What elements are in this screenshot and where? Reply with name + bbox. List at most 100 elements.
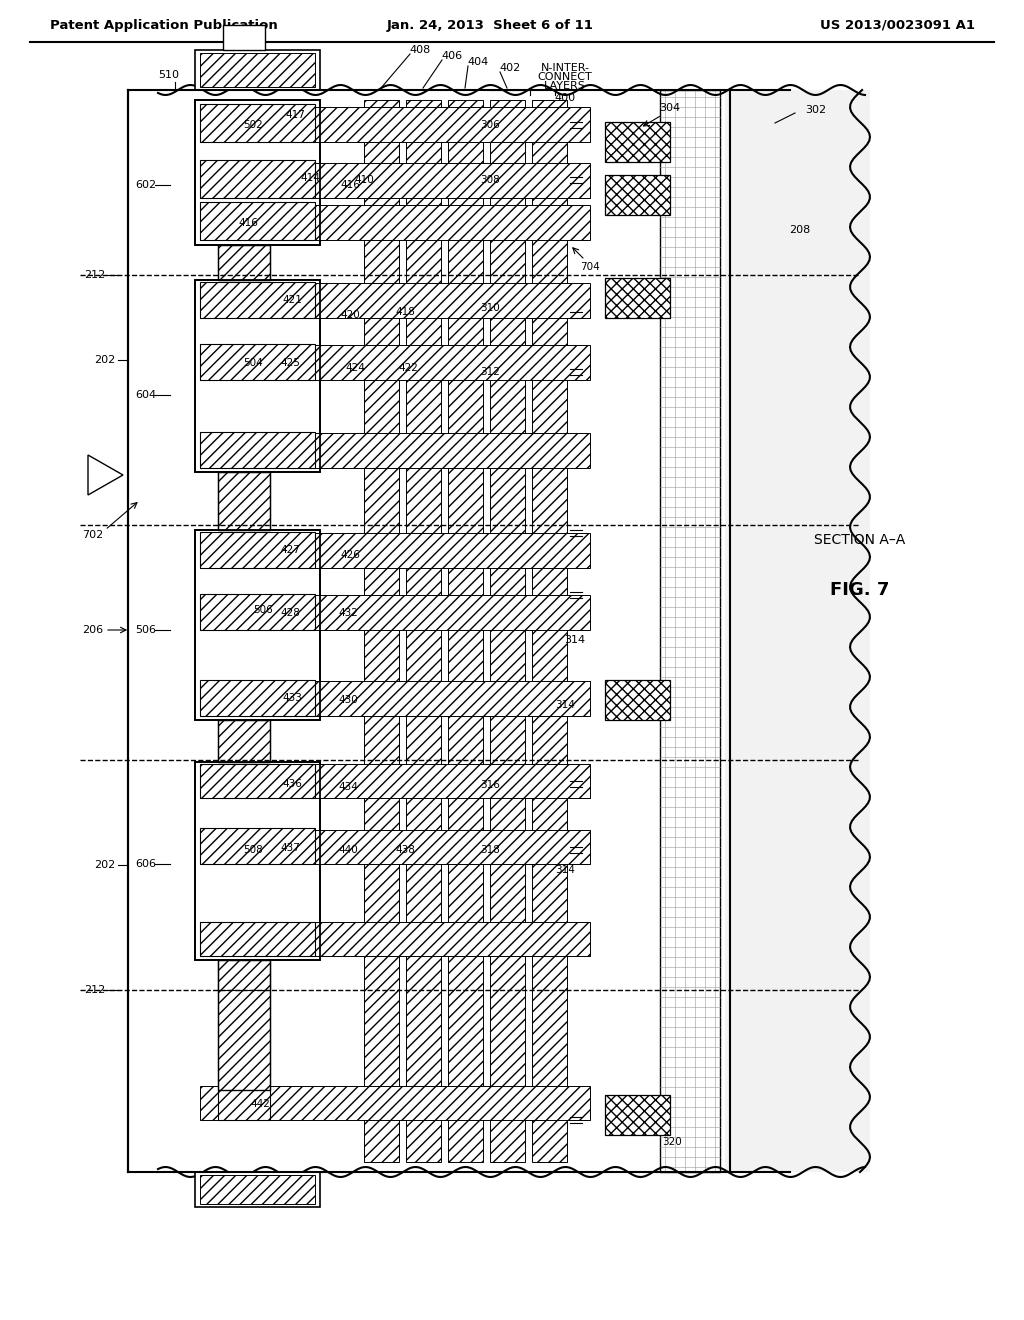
Bar [725, 90, 870, 1172]
Text: 430: 430 [338, 696, 357, 705]
Bar [200, 107, 590, 143]
Bar [200, 828, 315, 865]
Text: 306: 306 [480, 120, 500, 129]
Text: 416: 416 [238, 218, 258, 228]
Text: 422: 422 [398, 363, 418, 374]
Bar [200, 345, 315, 380]
Bar [223, 25, 265, 50]
Text: 510: 510 [158, 70, 179, 81]
Bar [200, 764, 590, 799]
Text: 314: 314 [555, 700, 574, 710]
Bar [200, 921, 590, 956]
Text: 202: 202 [94, 861, 115, 870]
Bar [195, 1172, 319, 1206]
Bar [605, 1096, 670, 1135]
Bar [200, 1175, 315, 1204]
Text: 308: 308 [480, 176, 500, 185]
Bar [200, 162, 590, 198]
Text: 302: 302 [805, 106, 826, 115]
Bar [449, 100, 483, 1162]
Bar [200, 202, 315, 240]
Bar [364, 100, 399, 1162]
Text: 702: 702 [82, 531, 103, 540]
Bar [218, 246, 270, 280]
Text: 320: 320 [663, 1137, 682, 1147]
Text: 442: 442 [250, 1100, 270, 1109]
Bar [218, 960, 270, 1119]
Bar [200, 432, 315, 469]
Bar [218, 719, 270, 762]
Text: 424: 424 [345, 363, 365, 374]
Bar [195, 531, 319, 719]
Text: 604: 604 [135, 389, 156, 400]
Bar [200, 532, 315, 568]
Text: 418: 418 [395, 308, 415, 317]
Text: 506: 506 [253, 605, 272, 615]
Text: 212: 212 [84, 985, 105, 995]
Text: 506: 506 [135, 624, 156, 635]
Bar [200, 830, 590, 865]
Text: US 2013/0023091 A1: US 2013/0023091 A1 [820, 18, 975, 32]
Bar [218, 473, 270, 531]
Text: 425: 425 [280, 358, 300, 368]
Text: 312: 312 [480, 367, 500, 378]
Text: 410: 410 [354, 176, 374, 185]
Bar [195, 280, 319, 473]
Text: 704: 704 [581, 261, 600, 272]
Text: 314: 314 [555, 865, 574, 875]
Bar [200, 680, 315, 715]
Text: 436: 436 [282, 779, 302, 789]
Bar [195, 100, 319, 246]
Text: CONNECT: CONNECT [538, 73, 592, 82]
Bar [200, 594, 315, 630]
Bar [195, 50, 319, 90]
Text: 414: 414 [300, 173, 319, 183]
Bar [200, 53, 315, 87]
Text: 212: 212 [84, 271, 105, 280]
Text: 202: 202 [94, 355, 115, 366]
Text: 440: 440 [338, 845, 357, 855]
Text: 314: 314 [564, 635, 586, 645]
Text: 318: 318 [480, 845, 500, 855]
Text: 432: 432 [338, 609, 358, 618]
Polygon shape [88, 455, 123, 495]
Bar [195, 762, 319, 960]
Text: 437: 437 [280, 843, 300, 853]
Text: 420: 420 [340, 310, 359, 319]
Bar [406, 100, 441, 1162]
Text: 433: 433 [282, 693, 302, 704]
Bar [200, 282, 590, 318]
Bar [195, 280, 319, 473]
Bar [218, 960, 270, 990]
Text: 434: 434 [338, 781, 358, 792]
Text: N-INTER-: N-INTER- [541, 63, 590, 73]
Text: 208: 208 [790, 224, 811, 235]
Text: 316: 316 [480, 780, 500, 789]
Bar [200, 345, 590, 380]
Text: 504: 504 [243, 358, 263, 368]
Bar [218, 719, 270, 762]
Bar [200, 764, 315, 799]
Text: 428: 428 [280, 609, 300, 618]
Text: 400: 400 [554, 92, 575, 103]
Text: Jan. 24, 2013  Sheet 6 of 11: Jan. 24, 2013 Sheet 6 of 11 [387, 18, 594, 32]
Text: 402: 402 [500, 63, 520, 73]
Text: 417: 417 [285, 110, 305, 120]
Bar [195, 100, 319, 246]
Bar [660, 90, 720, 1172]
Text: 606: 606 [135, 859, 156, 869]
Text: 416: 416 [340, 180, 360, 190]
Bar [195, 531, 319, 719]
Text: 206: 206 [83, 624, 103, 635]
Text: 408: 408 [410, 45, 431, 55]
Bar [200, 433, 590, 469]
Text: FIG. 7: FIG. 7 [830, 581, 890, 599]
Bar [490, 100, 525, 1162]
Bar [605, 279, 670, 318]
Bar [200, 160, 315, 198]
Text: 310: 310 [480, 304, 500, 313]
Bar [218, 960, 270, 1090]
Bar [195, 762, 319, 960]
Text: 426: 426 [340, 550, 360, 560]
Text: 304: 304 [659, 103, 681, 114]
